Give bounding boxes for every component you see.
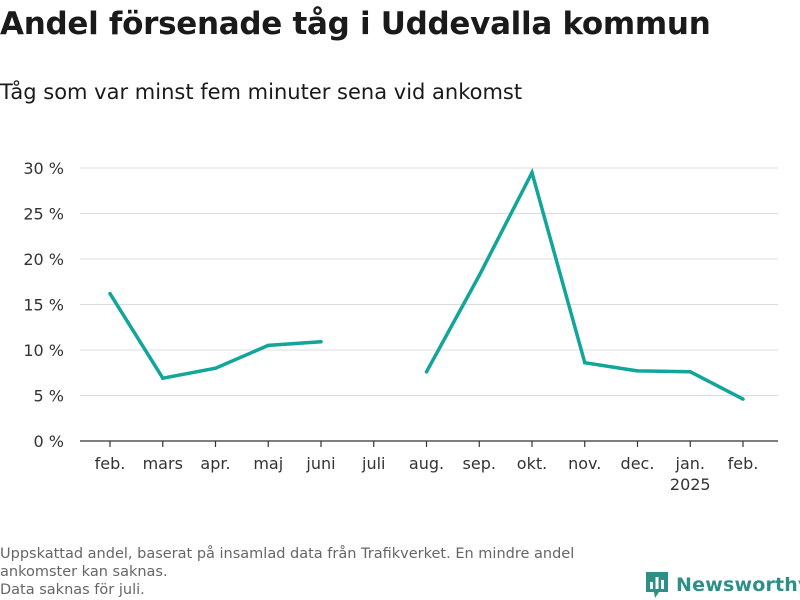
x-tick-label: mars [143,454,183,473]
y-tick-label: 5 % [34,387,64,406]
y-tick-label: 30 % [23,159,64,178]
series-line [424,167,744,401]
x-tick-label: maj [253,454,283,473]
chart-title: Andel försenade tåg i Uddevalla kommun [0,6,711,42]
y-tick-label: 10 % [23,341,64,360]
data-point [319,340,323,344]
y-tick-label: 25 % [23,205,64,224]
x-tick-label: aug. [409,454,444,473]
x-axis-ticks: feb. mars apr. maj juni juli aug. sep. okt. nov. d… [80,440,778,494]
y-tick-label: 0 % [34,432,64,451]
data-point [688,370,692,374]
data-point [583,360,587,365]
y-tick-label: 15 % [23,296,64,315]
data-point [424,370,429,374]
footer-line-2: ankomster kan saknas. [0,564,168,580]
data-point [213,366,218,370]
footer-note: Uppskattad andel, baserat på insamlad da… [0,545,640,599]
chart-subtitle: Tåg som var minst fem minuter sena vid a… [0,80,523,104]
newsworthy-logo: Newsworthy [644,570,800,600]
footer-line-3: Data saknas för juli. [0,582,145,598]
x-tick-label: feb. [95,454,126,473]
data-point [477,273,481,278]
data-point [530,170,534,175]
brand-name: Newsworthy [676,574,800,596]
y-axis-ticks: 0 % 5 % 10 % 15 % 20 % 25 % 30 % [23,159,64,451]
x-tick-label: feb. [728,454,759,473]
bar-chart-icon [646,572,668,598]
data-point [266,343,270,348]
data-series [108,167,745,401]
footer-line-1: Uppskattad andel, baserat på insamlad da… [0,546,575,562]
x-tick-label: dec. [621,454,655,473]
y-tick-label: 20 % [23,250,64,269]
data-point [635,369,640,373]
x-tick-label: apr. [200,454,230,473]
x-tick-sublabel: 2025 [670,475,711,494]
x-tick-label: juni [305,454,335,473]
x-tick-label: okt. [517,454,547,473]
x-tick-label: sep. [463,454,496,473]
data-point [108,291,112,296]
x-tick-label: juli [361,454,385,473]
data-point [741,397,745,401]
x-tick-label: nov. [568,454,601,473]
x-tick-label: jan. [675,454,705,473]
grid-lines [80,167,778,396]
data-point [161,376,165,380]
series-line [108,292,322,381]
